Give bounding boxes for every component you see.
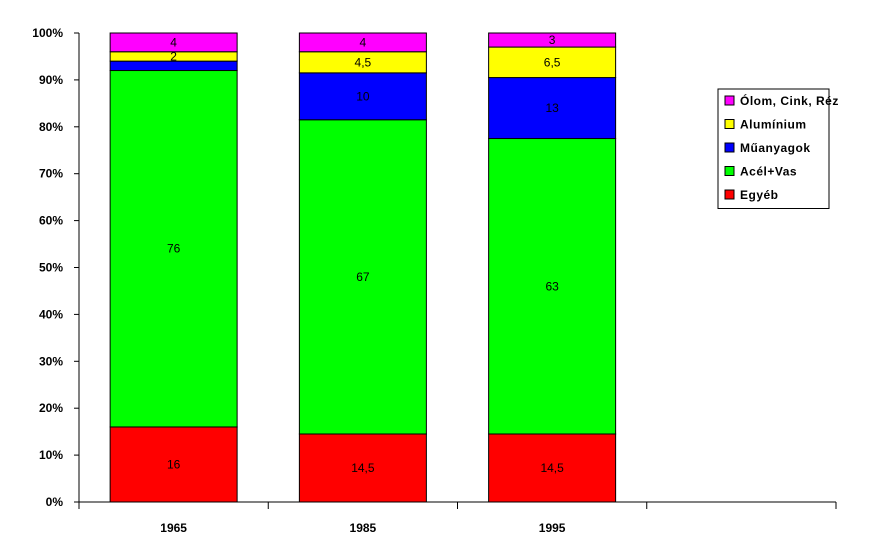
x-tick-label: 1995	[539, 521, 566, 535]
legend-swatch	[724, 166, 735, 176]
data-label: 4,5	[355, 55, 372, 69]
y-tick-label: 10%	[39, 448, 63, 462]
y-tick-label: 0%	[46, 495, 64, 509]
legend-label: Egyéb	[740, 188, 779, 202]
legend-label: Acél+Vas	[740, 165, 797, 179]
legend: Ólom, Cink, Réz Alumínium Műanyagok Acél+Va…	[717, 88, 839, 209]
legend-swatch	[724, 189, 735, 200]
data-label: 3	[549, 33, 556, 47]
bar-segment	[109, 70, 238, 428]
legend-swatch	[724, 95, 735, 106]
y-tick-label: 40%	[39, 307, 63, 321]
data-label: 6,5	[544, 55, 561, 69]
y-tick-label: 70%	[39, 167, 63, 181]
bar-segment	[298, 433, 427, 503]
data-label: 4	[360, 35, 367, 49]
x-tick-label: 1965	[160, 521, 187, 535]
y-tick-label: 80%	[39, 120, 63, 134]
legend-swatch	[724, 142, 735, 153]
data-label: 4	[170, 35, 177, 49]
legend-box	[717, 88, 830, 209]
y-tick-label: 90%	[39, 73, 63, 87]
data-label: 16	[167, 457, 181, 471]
data-label: 14,5	[351, 461, 375, 475]
bar-segment	[298, 32, 427, 53]
bar-segment	[298, 119, 427, 435]
data-label: 76	[167, 242, 181, 256]
y-tick-label: 50%	[39, 261, 63, 275]
data-label: 67	[356, 270, 370, 284]
y-tick-label: 20%	[39, 401, 63, 415]
legend-label: Műanyagok	[740, 141, 811, 155]
plot-area: 0% 10% 20% 30% 40% 50% 60% 70% 80% 90% 100% 1965 198…	[32, 26, 837, 535]
data-label: 13	[545, 101, 559, 115]
bar-segment	[488, 32, 617, 48]
bar-segment	[109, 32, 238, 53]
data-label: 10	[356, 89, 370, 103]
legend-label: Alumínium	[740, 118, 807, 132]
bar-segment	[488, 46, 617, 79]
data-label: 63	[545, 279, 559, 293]
y-tick-label: 60%	[39, 214, 63, 228]
y-tick-label: 30%	[39, 354, 63, 368]
data-label: 2	[170, 49, 177, 63]
bar-segment	[488, 138, 617, 435]
x-tick-label: 1985	[350, 521, 377, 535]
data-label: 14,5	[540, 461, 564, 475]
legend-swatch	[724, 119, 735, 129]
y-tick-label: 100%	[32, 26, 63, 40]
bar-segment	[488, 77, 617, 140]
legend-label: Ólom, Cink, Réz	[740, 93, 839, 108]
